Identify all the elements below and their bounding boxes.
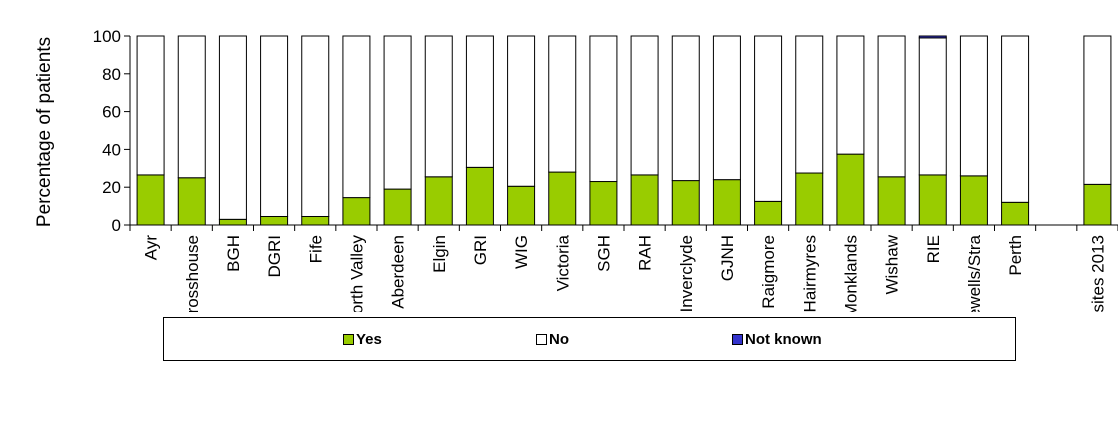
- bar-segment-yes: [877, 176, 906, 226]
- bar-segment-no: [548, 35, 577, 173]
- x-axis: Ayr Crosshouse BGH DGRI Fife Forth Valley Aber…: [129, 224, 1118, 312]
- bar-segment-no: [1001, 35, 1030, 203]
- bar-segment-yes: [342, 197, 371, 226]
- bar-segment-yes: [754, 200, 783, 226]
- legend-swatch-no: [536, 334, 547, 345]
- bar-segment-not-known: [918, 35, 947, 39]
- bar-segment-yes: [177, 177, 206, 226]
- bar-segment-no: [959, 35, 988, 177]
- x-tick-label: Raigmore: [759, 235, 778, 309]
- bar-segment-yes: [301, 215, 330, 226]
- bar-segment-no: [507, 35, 536, 187]
- bar-segment-yes: [465, 166, 494, 226]
- bar-segment-no: [712, 35, 741, 181]
- x-tick-label: Perth: [1006, 235, 1025, 276]
- x-tick-label: Aberdeen: [389, 235, 408, 309]
- bar-segment-no: [342, 35, 371, 199]
- legend-swatch-yes: [343, 334, 354, 345]
- x-tick-label: RAH: [636, 235, 655, 271]
- legend-item-yes: Yes: [343, 331, 382, 348]
- x-tick-label: Inverclyde: [677, 235, 696, 312]
- y-tick-label: 100: [93, 27, 121, 46]
- x-tick-label: Forth Valley: [347, 235, 366, 312]
- bar-segment-no: [301, 35, 330, 217]
- x-tick-label: Wishaw: [883, 234, 902, 294]
- bar-segment-yes: [630, 174, 659, 226]
- bar-segment-no: [795, 35, 824, 174]
- bar-segment-yes: [712, 179, 741, 226]
- bar-segment-yes: [383, 188, 412, 226]
- bar-segment-no: [218, 35, 247, 220]
- bar-segment-no: [465, 35, 494, 168]
- x-tick-label: SGH: [594, 235, 613, 272]
- x-tick-label: Ayr: [142, 235, 161, 261]
- x-tick-label: All sites 2013: [1088, 235, 1107, 312]
- legend-swatch-not-known: [732, 334, 743, 345]
- legend-label-no: No: [549, 331, 569, 348]
- bar-segment-yes: [218, 218, 247, 226]
- bar-segment-yes: [136, 174, 165, 226]
- bar-segment-yes: [1083, 183, 1112, 226]
- y-tick-label: 20: [102, 178, 121, 197]
- bar-segment-no: [877, 35, 906, 178]
- bar-segment-no: [630, 35, 659, 176]
- bar-segment-yes: [836, 153, 865, 226]
- bar-segment-no: [918, 37, 947, 176]
- x-tick-label: RIE: [924, 235, 943, 263]
- x-tick-label: Elgin: [430, 235, 449, 273]
- bar-segment-yes: [671, 180, 700, 226]
- bar-segment-yes: [548, 171, 577, 226]
- bar-segment-yes: [795, 172, 824, 226]
- x-tick-label: DGRI: [265, 235, 284, 278]
- legend: Yes No Not known: [163, 317, 1016, 361]
- bar-segment-no: [671, 35, 700, 182]
- x-tick-label: WIG: [512, 235, 531, 269]
- legend-item-no: No: [536, 331, 569, 348]
- x-tick-label: Fife: [306, 235, 325, 263]
- bar-segment-yes: [507, 185, 536, 226]
- bar-segment-yes: [260, 215, 289, 226]
- bar-segment-no: [260, 35, 289, 217]
- bar-segment-yes: [424, 176, 453, 226]
- y-tick-label: 40: [102, 140, 121, 159]
- legend-item-not-known: Not known: [732, 331, 822, 348]
- y-tick-label: 0: [112, 216, 121, 235]
- bar-segment-yes: [918, 174, 947, 226]
- bar-segment-no: [754, 35, 783, 202]
- x-tick-label: Ninewells/Stra: [965, 234, 984, 312]
- bar-segment-yes: [589, 181, 618, 226]
- bar-segment-yes: [959, 175, 988, 226]
- bar-segment-no: [1083, 35, 1112, 185]
- legend-label-yes: Yes: [356, 331, 382, 348]
- y-tick-label: 60: [102, 103, 121, 122]
- bar-segment-no: [836, 35, 865, 155]
- y-tick-label: 80: [102, 65, 121, 84]
- bar-segment-no: [424, 35, 453, 178]
- y-axis-title: Percentage of patients: [34, 37, 55, 227]
- bar-segment-no: [177, 35, 206, 179]
- x-tick-label: GJNH: [718, 235, 737, 281]
- stacked-bar-chart: Percentage of patients 0 20 40 60 80 100 Ayr C…: [34, 27, 1118, 312]
- bars-group: [136, 35, 1112, 226]
- bar-segment-no: [136, 35, 165, 176]
- x-tick-label: Hairmyres: [800, 235, 819, 312]
- legend-label-not-known: Not known: [745, 331, 822, 348]
- x-tick-label: BGH: [224, 235, 243, 272]
- x-tick-label: Monklands: [841, 235, 860, 312]
- x-tick-label: GRI: [471, 235, 490, 265]
- x-tick-label: Victoria: [553, 234, 572, 291]
- bar-segment-yes: [1001, 201, 1030, 226]
- bar-segment-no: [383, 35, 412, 190]
- bar-segment-no: [589, 35, 618, 183]
- x-tick-label: Crosshouse: [183, 235, 202, 312]
- y-axis: 0 20 40 60 80 100: [93, 27, 131, 235]
